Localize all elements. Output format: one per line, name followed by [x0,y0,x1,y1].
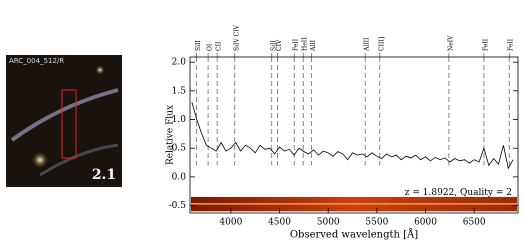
y-axis-label: Relative Flux [166,105,176,165]
line-label: HeII [302,37,309,51]
x-tick-label: 5000 [317,218,340,228]
line-label: SiIV CIV [233,24,240,51]
galaxy [31,151,49,169]
x-tick-label: 4500 [268,218,291,228]
line-label: CII [216,41,223,51]
galaxy [95,65,105,75]
y-tick-label: 0.5 [172,144,187,154]
line-label: OI [207,43,214,51]
y-tick-label: -0.5 [169,201,187,211]
arc [10,88,119,142]
y-tick-label: 2.0 [172,58,187,68]
arc [39,143,119,177]
y-tick-label: 1.0 [172,115,187,125]
line-label: CIV [276,39,283,51]
plot-frame [189,56,519,214]
image-number: 2.1 [92,167,116,183]
line-label: SiII [195,40,202,51]
annotation: z = 1.8922, Quality = 2 [405,188,512,198]
x-tick-label: 6000 [414,218,437,228]
image-panel: ARC_004_512/R 2.1 [6,55,122,187]
line-label: FeII [508,38,515,51]
x-tick-label: 4000 [219,218,242,228]
line-label: FeII [482,38,489,51]
x-tick-label: 5500 [365,218,388,228]
line-label: SiII [270,40,277,51]
line-label: AlIII [364,37,371,52]
spectrum-line [191,102,514,170]
x-tick-label: 6500 [463,218,486,228]
slit-box [61,89,77,159]
x-axis-label: Observed wavelength [Å] [290,229,418,241]
image-label: ARC_004_512/R [9,57,64,65]
line-label: AlII [310,39,317,52]
line-label: NeIV [447,35,454,51]
y-tick-label: 1.5 [172,86,187,96]
sky-image [6,55,122,187]
line-label: FeII [293,38,300,51]
y-tick-label: 0.0 [172,172,187,182]
line-label: CIII] [378,37,385,51]
